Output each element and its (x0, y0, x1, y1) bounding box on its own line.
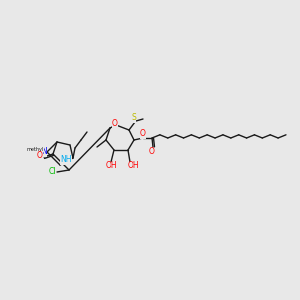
Text: O: O (149, 148, 155, 157)
Text: OH: OH (127, 161, 139, 170)
Text: S: S (132, 113, 136, 122)
Text: OH: OH (105, 161, 117, 170)
Text: N: N (41, 148, 47, 157)
Text: NH: NH (60, 155, 72, 164)
Text: O: O (37, 152, 43, 160)
Text: methyl: methyl (26, 146, 44, 152)
Text: O: O (140, 130, 146, 139)
Text: Cl: Cl (48, 167, 56, 176)
Text: O: O (112, 118, 118, 127)
